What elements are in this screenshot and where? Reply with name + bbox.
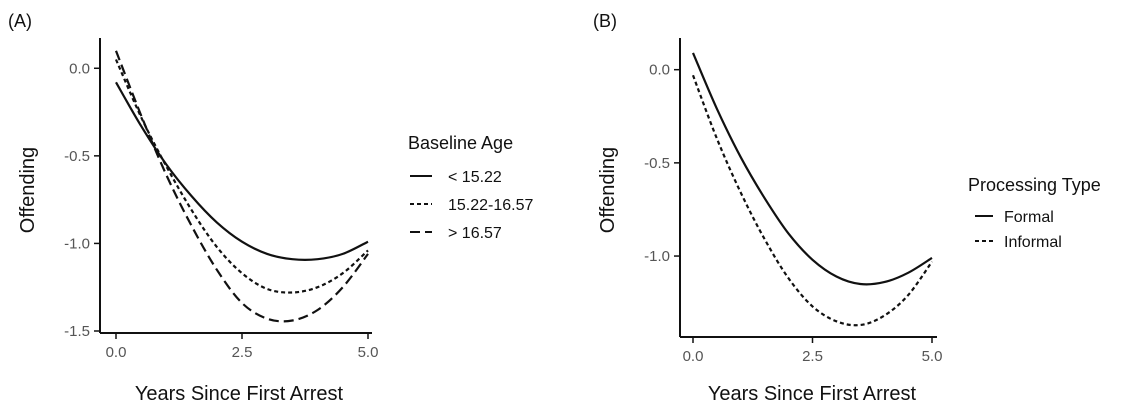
panel-b-label: (B) bbox=[593, 11, 617, 31]
panel-b-y-axis-title: Offending bbox=[597, 147, 619, 233]
y-tick-label: -0.5 bbox=[64, 148, 90, 165]
panel-b-x-ticks: 0.0 2.5 5.0 bbox=[683, 337, 943, 365]
legend-label: 15.22-16.57 bbox=[448, 197, 534, 214]
series-line-dashed bbox=[114, 50, 369, 323]
panel-a-legend-title: Baseline Age bbox=[408, 133, 513, 153]
x-tick-label: 0.0 bbox=[683, 348, 704, 365]
x-tick-label: 2.5 bbox=[802, 348, 823, 365]
legend-label: > 16.57 bbox=[448, 225, 502, 242]
x-tick-label: 0.0 bbox=[106, 344, 127, 361]
legend-label: < 15.22 bbox=[448, 169, 502, 186]
panel-b: (B) 0.0 -0.5 -1.0 0.0 2.5 5.0 Years Since Fi… bbox=[593, 11, 1101, 405]
y-tick-label: 0.0 bbox=[649, 62, 670, 79]
y-tick-label: -1.0 bbox=[64, 235, 90, 252]
panel-a-x-axis-title: Years Since First Arrest bbox=[135, 383, 344, 405]
panel-a: (A) 0.0 -0.5 -1.0 -1.5 0.0 2.5 5.0 Years Sinc… bbox=[8, 11, 534, 405]
panel-a-x-ticks: 0.0 2.5 5.0 bbox=[106, 333, 379, 361]
x-tick-label: 5.0 bbox=[358, 344, 379, 361]
panel-b-series bbox=[691, 52, 933, 327]
y-tick-label: -1.0 bbox=[644, 248, 670, 265]
legend-label: Formal bbox=[1004, 209, 1054, 226]
panel-b-legend-title: Processing Type bbox=[968, 175, 1101, 195]
series-line-dotted bbox=[691, 74, 933, 327]
panel-a-label: (A) bbox=[8, 11, 32, 31]
legend-label: Informal bbox=[1004, 234, 1062, 251]
y-tick-label: 0.0 bbox=[69, 60, 90, 77]
panel-b-x-axis-title: Years Since First Arrest bbox=[708, 383, 917, 405]
panel-b-legend: Processing Type Formal Informal bbox=[968, 175, 1101, 251]
panel-a-legend: Baseline Age < 15.22 15.22-16.57 > 16.57 bbox=[408, 133, 534, 242]
panel-a-series bbox=[114, 50, 369, 323]
panel-a-y-ticks: 0.0 -0.5 -1.0 -1.5 bbox=[64, 60, 100, 340]
series-line-solid bbox=[115, 81, 369, 261]
y-tick-label: -0.5 bbox=[644, 155, 670, 172]
series-line-solid bbox=[691, 52, 933, 286]
series-line-dotted bbox=[114, 59, 369, 294]
panel-a-y-axis-title: Offending bbox=[17, 147, 39, 233]
panel-b-y-ticks: 0.0 -0.5 -1.0 bbox=[644, 62, 680, 265]
y-tick-label: -1.5 bbox=[64, 323, 90, 340]
x-tick-label: 5.0 bbox=[922, 348, 943, 365]
x-tick-label: 2.5 bbox=[232, 344, 253, 361]
